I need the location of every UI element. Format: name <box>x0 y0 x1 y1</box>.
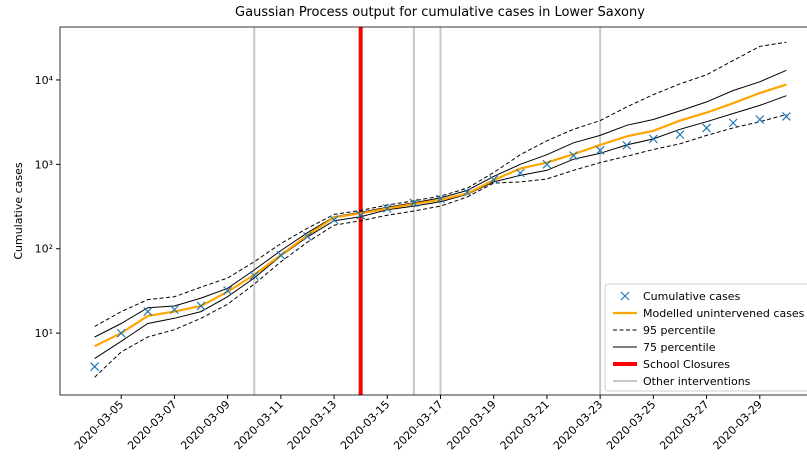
case-marker <box>569 151 578 161</box>
x-tick-label: 2020-03-25 <box>604 398 658 452</box>
x-tick-label: 2020-03-21 <box>498 398 552 452</box>
case-marker <box>196 301 206 311</box>
case-marker <box>249 271 259 281</box>
case-marker <box>648 134 658 144</box>
case-marker <box>143 307 153 317</box>
legend-label: Modelled unintervened cases <box>643 307 805 320</box>
y-tick-label: 10¹ <box>35 327 53 340</box>
case-marker <box>382 204 392 213</box>
legend-label: Other interventions <box>643 375 751 388</box>
case-marker <box>329 215 339 225</box>
case-marker <box>356 210 366 220</box>
case-marker <box>223 286 233 295</box>
case-marker <box>276 250 286 260</box>
case-marker <box>489 175 499 185</box>
percentile-upper <box>94 41 787 327</box>
y-tick-label: 10³ <box>35 158 53 171</box>
case-marker <box>462 187 472 197</box>
x-tick-label: 2020-03-11 <box>232 398 286 452</box>
x-tick-label: 2020-03-15 <box>338 398 392 452</box>
percentile-lower <box>94 95 787 360</box>
case-marker <box>90 362 100 372</box>
case-marker <box>409 198 419 208</box>
x-tick-label: 2020-03-09 <box>178 398 232 452</box>
model-line <box>94 83 787 348</box>
case-marker <box>595 146 605 155</box>
legend-label: Cumulative cases <box>643 290 741 303</box>
y-tick-label: 10² <box>35 243 53 256</box>
case-marker <box>542 159 552 169</box>
case-marker <box>515 168 525 178</box>
case-marker <box>622 140 632 150</box>
x-tick-label: 2020-03-29 <box>711 398 765 452</box>
percentile-lower <box>94 114 787 378</box>
percentile-upper <box>94 69 787 338</box>
case-marker <box>755 115 765 124</box>
case-marker <box>702 123 712 133</box>
case-marker <box>728 118 738 128</box>
x-tick-label: 2020-03-17 <box>391 398 445 452</box>
y-tick-label: 10⁴ <box>35 74 54 87</box>
x-tick-label: 2020-03-23 <box>551 398 605 452</box>
x-tick-label: 2020-03-27 <box>657 398 711 452</box>
case-marker <box>116 328 126 338</box>
legend-label: 95 percentile <box>643 324 716 337</box>
legend-frame <box>604 283 807 392</box>
case-marker <box>436 194 445 204</box>
y-axis-label: Cumulative cases <box>12 162 25 260</box>
x-tick-label: 2020-03-19 <box>444 398 498 452</box>
case-marker <box>303 231 312 241</box>
legend-marker <box>620 291 630 301</box>
legend-label: School Closures <box>643 358 730 371</box>
case-marker <box>675 130 685 140</box>
x-tick-label: 2020-03-05 <box>72 398 126 452</box>
x-tick-label: 2020-03-07 <box>125 398 179 452</box>
case-marker <box>781 111 791 121</box>
case-marker <box>169 305 179 315</box>
x-tick-label: 2020-03-13 <box>285 398 339 452</box>
chart-title: Gaussian Process output for cumulative c… <box>235 5 645 20</box>
legend-label: 75 percentile <box>643 341 716 354</box>
